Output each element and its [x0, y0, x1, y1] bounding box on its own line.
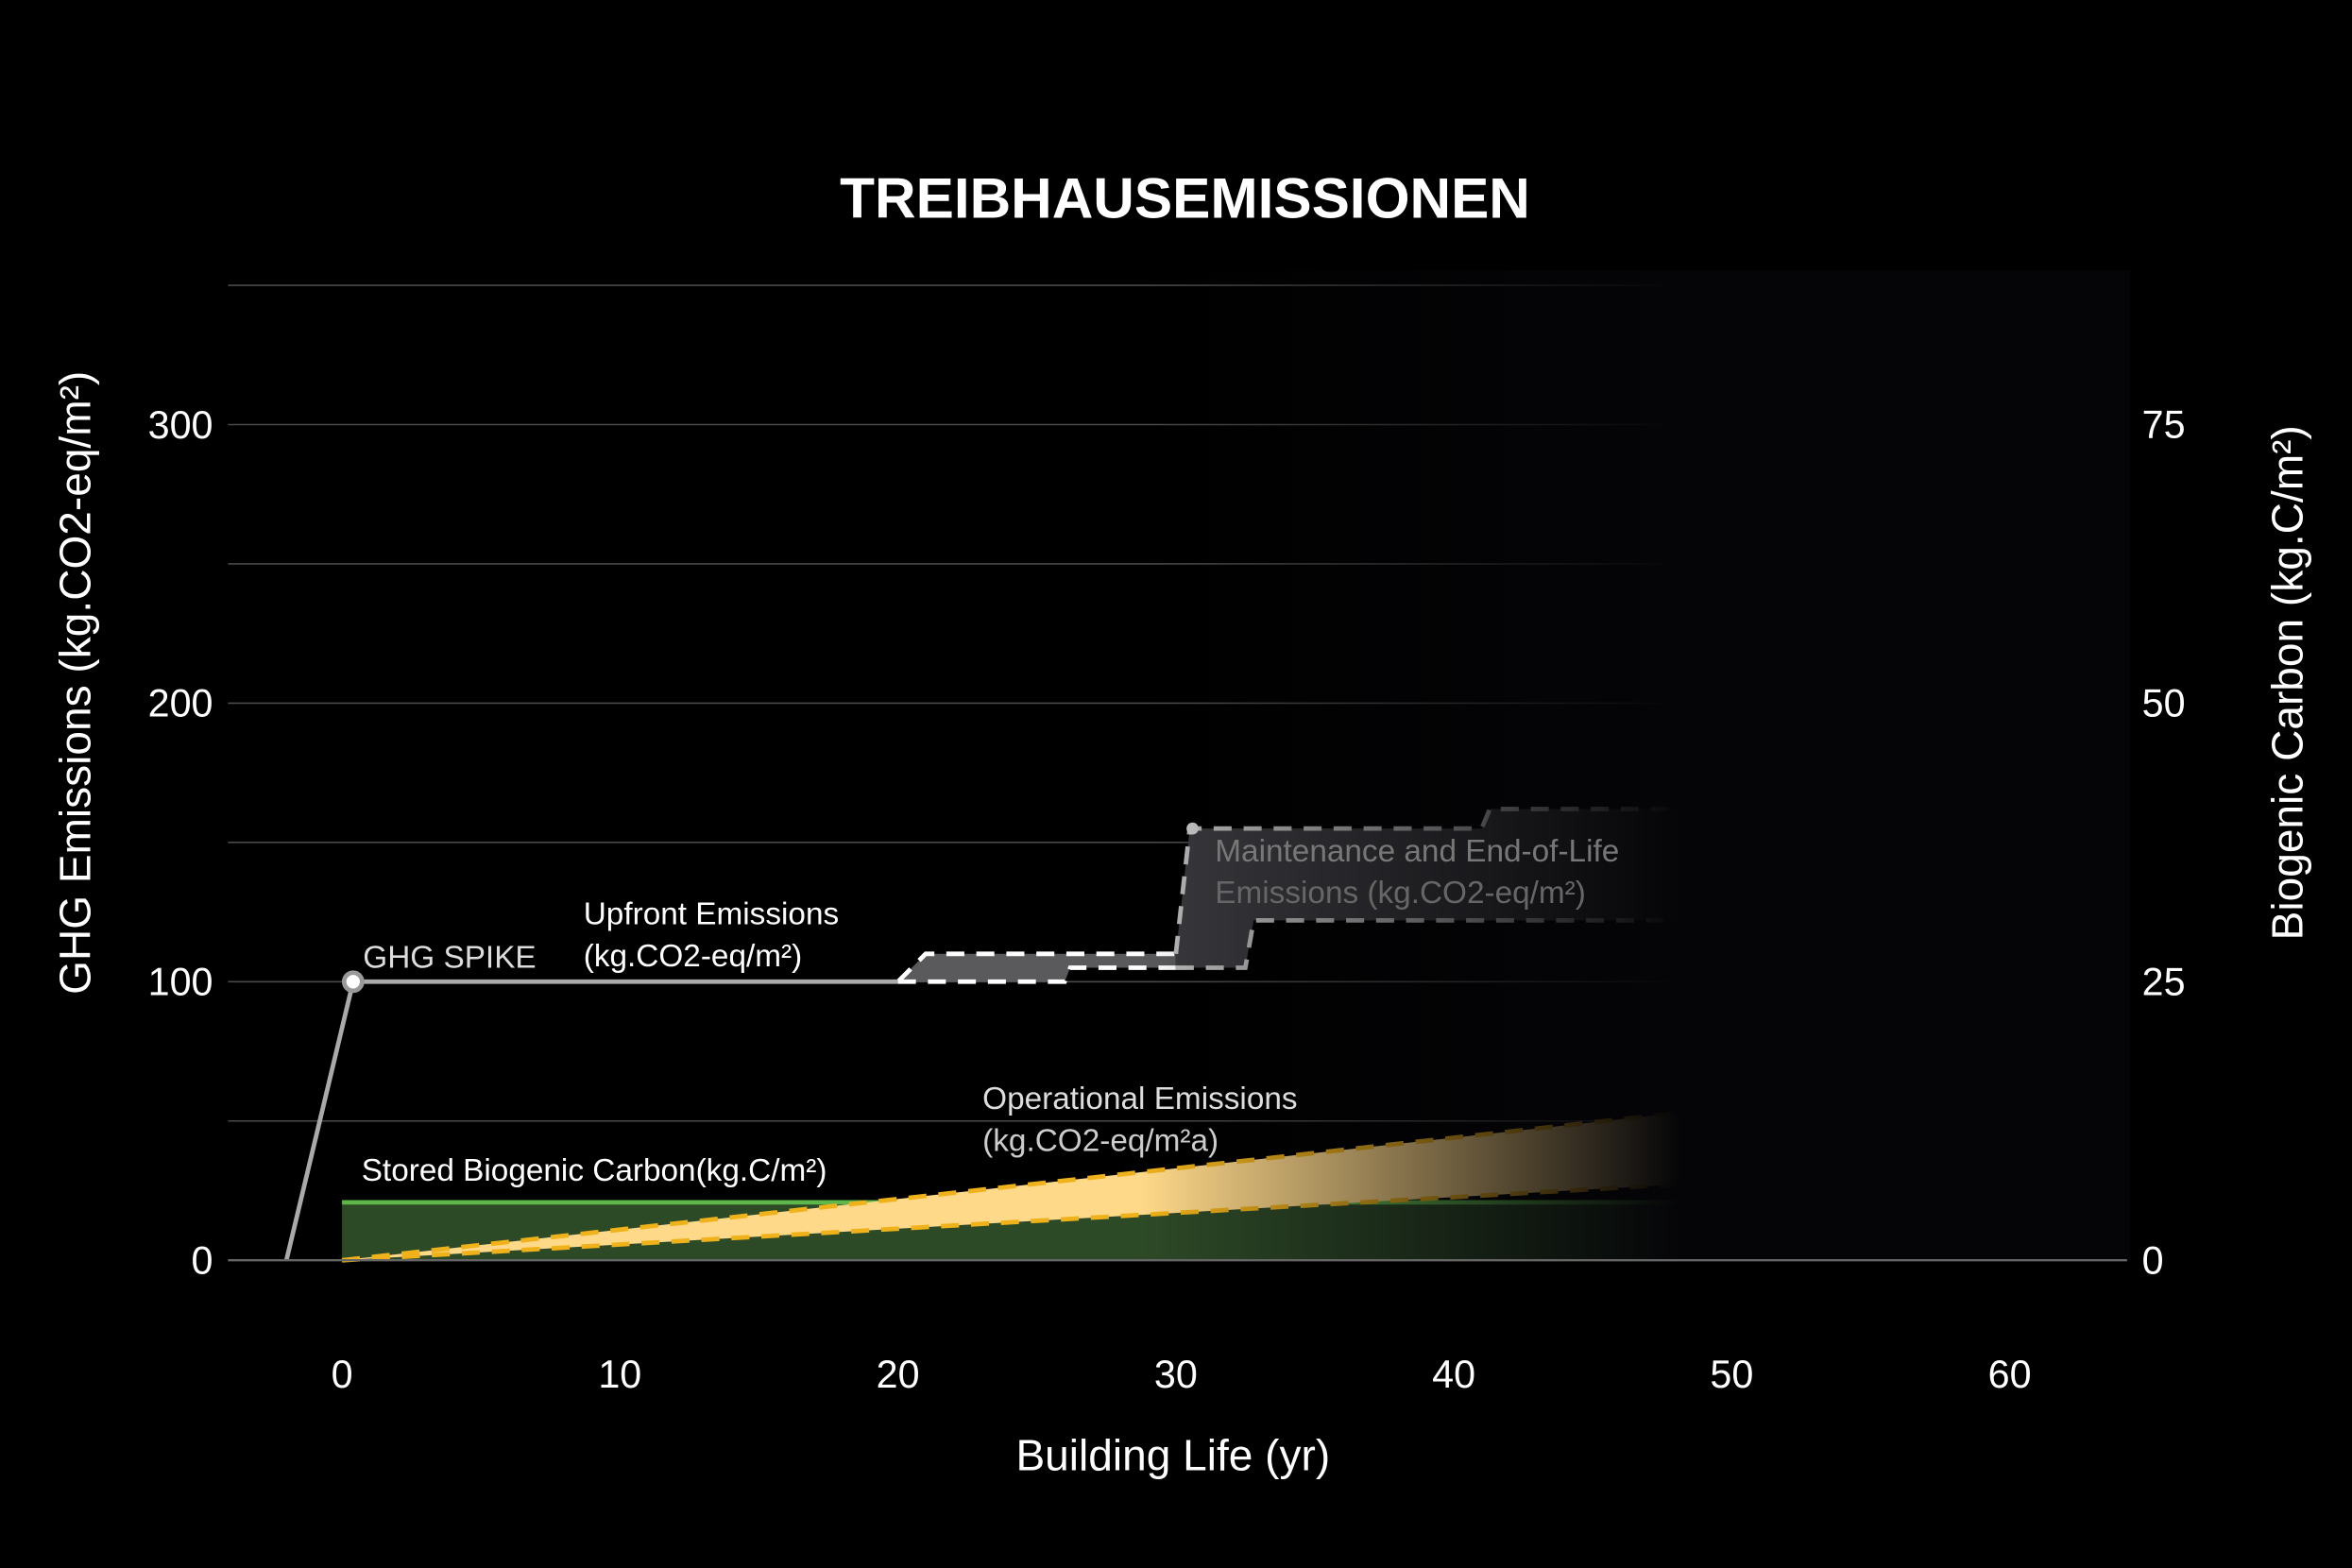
y-tick-label: 100: [148, 961, 213, 1004]
x-tick-label: 0: [332, 1353, 353, 1396]
x-tick-label: 10: [598, 1353, 641, 1396]
biogenic-label: Stored Biogenic Carbon(kg.C/m²): [362, 1153, 827, 1188]
y2-tick-label: 25: [2142, 961, 2186, 1004]
tick-labels: 0 10 20 30 40 50 60 0 100 200 300 0 25 50 75: [148, 403, 2186, 1397]
x-tick-label: 40: [1432, 1353, 1475, 1396]
upfront-label-line2: (kg.CO2-eq/m²): [584, 939, 802, 974]
x-tick-label: 50: [1710, 1353, 1753, 1396]
x-tick-label: 60: [1988, 1353, 2032, 1396]
upfront-upper-line: [895, 951, 1176, 983]
maintenance-label-line1: Maintenance and End-of-Life: [1215, 834, 1619, 869]
maintenance-label-line2: Emissions (kg.CO2-eq/m²): [1215, 876, 1586, 911]
y-tick-label: 300: [148, 403, 213, 447]
chart-title: TREIBHAUSEMISSIONEN: [840, 166, 1530, 230]
x-tick-label: 30: [1154, 1353, 1198, 1396]
y2-tick-label: 50: [2142, 682, 2186, 725]
ghg-spike-point: [341, 970, 365, 994]
y2-tick-label: 0: [2142, 1238, 2164, 1282]
ghg-spike-label: GHG SPIKE: [363, 941, 536, 976]
fade-overlay: [1049, 270, 2130, 1261]
upfront-label-line1: Upfront Emissions: [584, 896, 839, 931]
series-labels: GHG SPIKE Upfront Emissions (kg.CO2-eq/m²)…: [362, 834, 1620, 1188]
y-tick-label: 0: [192, 1238, 213, 1282]
x-axis-label: Building Life (yr): [1015, 1431, 1330, 1480]
operational-label-line1: Operational Emissions: [982, 1082, 1297, 1116]
y-axis-label: GHG Emissions (kg.CO2-eq/m²): [50, 371, 99, 995]
operational-label-line2: (kg.CO2-eq/m²a): [982, 1123, 1219, 1158]
operational-upper-line: [341, 1074, 2010, 1263]
y2-tick-label: 75: [2142, 403, 2186, 447]
y2-axis-label: Biogenic Carbon (kg.C/m²): [2263, 425, 2312, 940]
y-tick-label: 200: [148, 682, 213, 725]
x-tick-label: 20: [877, 1353, 920, 1396]
